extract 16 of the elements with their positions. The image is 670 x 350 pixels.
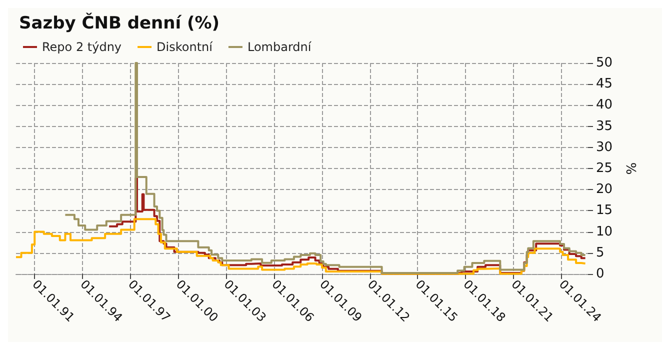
y-tick-label: 35 xyxy=(596,118,613,134)
legend-label: Repo 2 týdny xyxy=(42,40,122,54)
y-tick-label: 0 xyxy=(596,266,604,282)
y-tick-label: 30 xyxy=(596,140,613,155)
y-tick-label: 45 xyxy=(596,76,613,92)
y-tick-label: 5 xyxy=(596,245,604,260)
y-tick-label: 25 xyxy=(596,161,613,176)
y-axis-title: % xyxy=(622,162,638,175)
chart-title: Sazby ČNB denní (%) xyxy=(19,12,220,34)
y-tick-label: 50 xyxy=(596,56,613,70)
legend-label: Diskontní xyxy=(156,40,214,54)
y-tick-label: 10 xyxy=(596,224,613,240)
y-tick-label: 40 xyxy=(596,98,613,113)
legend-label: Lombardní xyxy=(247,40,312,54)
y-tick-label: 20 xyxy=(596,182,613,198)
y-tick-label: 15 xyxy=(596,203,613,218)
